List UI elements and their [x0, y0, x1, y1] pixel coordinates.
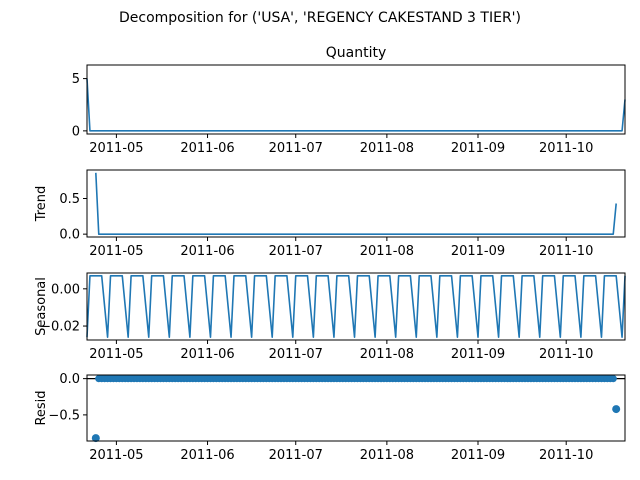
panel-trend-ytick-label-0: 0.0	[59, 228, 80, 243]
panel-observed-xtick-label-1: 2011-06	[180, 141, 234, 156]
panel-observed-series-line-0	[86, 78, 626, 132]
panel-resid-xtick-label-2: 2011-07	[269, 448, 323, 463]
panel-seasonal-xtick-label-4: 2011-09	[451, 347, 505, 362]
panel-resid-xtick-label-5: 2011-10	[539, 448, 593, 463]
panel-trend-ylabel: Trend	[34, 186, 49, 223]
panel-resid-point-zero-175	[609, 375, 617, 383]
panel-trend-xtick-label-5: 2011-10	[539, 244, 593, 259]
panel-trend-ytick-label-1: 0.5	[59, 192, 80, 207]
panel-seasonal-ytick-label-0: 0.00	[51, 282, 80, 297]
panel-trend-xtick-label-0: 2011-05	[89, 244, 143, 259]
panel-resid-point-1	[612, 405, 621, 414]
panel-trend-xtick-label-4: 2011-09	[451, 244, 505, 259]
panel-seasonal-xtick-label-0: 2011-05	[89, 347, 143, 362]
panel-trend-frame	[86, 169, 626, 238]
panel-resid-ytick-label-0: 0.0	[59, 372, 80, 387]
panel-resid-point-0	[91, 434, 100, 443]
panel-resid-xtick-label-4: 2011-09	[451, 448, 505, 463]
panel-resid-xtick-label-3: 2011-08	[360, 448, 414, 463]
panel-seasonal-xtick-label-3: 2011-08	[360, 347, 414, 362]
panel-resid-xtick-label-1: 2011-06	[180, 448, 234, 463]
panel-resid-frame	[86, 374, 626, 442]
panel-resid-xtick-label-0: 2011-05	[89, 448, 143, 463]
panel-trend-series-line-0	[95, 172, 617, 235]
panel-trend-xtick-label-1: 2011-06	[180, 244, 234, 259]
panel-seasonal-series-line	[86, 274, 626, 339]
panel-observed-ytick-label-1: 5	[72, 72, 80, 87]
panel-seasonal-ylabel: Seasonal	[34, 277, 49, 336]
panel-observed-frame	[86, 64, 626, 135]
panel-trend-xtick-label-2: 2011-07	[269, 244, 323, 259]
figure-title: Decomposition for ('USA', 'REGENCY CAKES…	[119, 10, 521, 26]
panel-observed-xtick-label-0: 2011-05	[89, 141, 143, 156]
panel-observed-xtick-label-4: 2011-09	[451, 141, 505, 156]
panel-seasonal-xtick-label-1: 2011-06	[180, 347, 234, 362]
panel-resid-ylabel: Resid	[34, 390, 49, 425]
panel-trend-xtick-label-3: 2011-08	[360, 244, 414, 259]
panel-observed-xtick-label-3: 2011-08	[360, 141, 414, 156]
panel-observed-title: Quantity	[326, 45, 387, 61]
panel-seasonal-ytick-label-1: −0.02	[40, 320, 80, 335]
panel-observed-xtick-label-2: 2011-07	[269, 141, 323, 156]
panel-observed-xtick-label-5: 2011-10	[539, 141, 593, 156]
panel-seasonal-frame	[86, 272, 626, 341]
panel-seasonal-xtick-label-2: 2011-07	[269, 347, 323, 362]
panel-resid-ytick-label-1: −0.5	[48, 408, 80, 423]
panel-observed-ytick-label-0: 0	[72, 124, 80, 139]
panel-seasonal-xtick-label-5: 2011-10	[539, 347, 593, 362]
